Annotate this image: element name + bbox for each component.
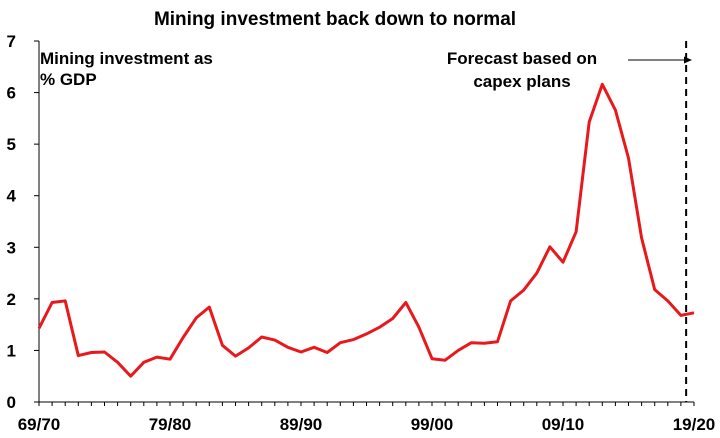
series-line-mining-investment bbox=[37, 82, 695, 378]
chart-title: Mining investment back down to normal bbox=[154, 9, 516, 30]
forecast-arrow-head bbox=[684, 56, 692, 64]
y-tick-label: 5 bbox=[7, 135, 16, 154]
y-tick-label: 3 bbox=[7, 238, 16, 257]
x-tick-label: 19/20 bbox=[673, 415, 716, 434]
y-tick-label: 4 bbox=[7, 187, 17, 206]
y-tick-label: 0 bbox=[7, 393, 16, 412]
x-tick-label: 09/10 bbox=[542, 415, 585, 434]
x-tick-label: 99/00 bbox=[411, 415, 454, 434]
y-tick-label: 6 bbox=[7, 84, 16, 103]
y-tick-label: 7 bbox=[7, 32, 16, 51]
forecast-marker bbox=[628, 41, 692, 402]
series-label-line1: Mining investment as bbox=[40, 49, 213, 68]
x-tick-label: 89/90 bbox=[280, 415, 323, 434]
axes bbox=[38, 41, 694, 403]
y-axis-ticks: 0 1 2 3 4 5 6 7 bbox=[7, 32, 39, 412]
y-tick-label: 1 bbox=[7, 341, 16, 360]
forecast-label-line2: capex plans bbox=[473, 72, 570, 91]
x-tick-label: 69/70 bbox=[18, 415, 61, 434]
forecast-label-line1: Forecast based on bbox=[447, 49, 597, 68]
x-axis-ticks: 69/70 79/80 89/90 99/00 09/10 19/20 bbox=[18, 402, 716, 434]
y-tick-label: 2 bbox=[7, 290, 16, 309]
x-tick-label: 79/80 bbox=[149, 415, 192, 434]
series-label-line2: % GDP bbox=[40, 70, 97, 89]
